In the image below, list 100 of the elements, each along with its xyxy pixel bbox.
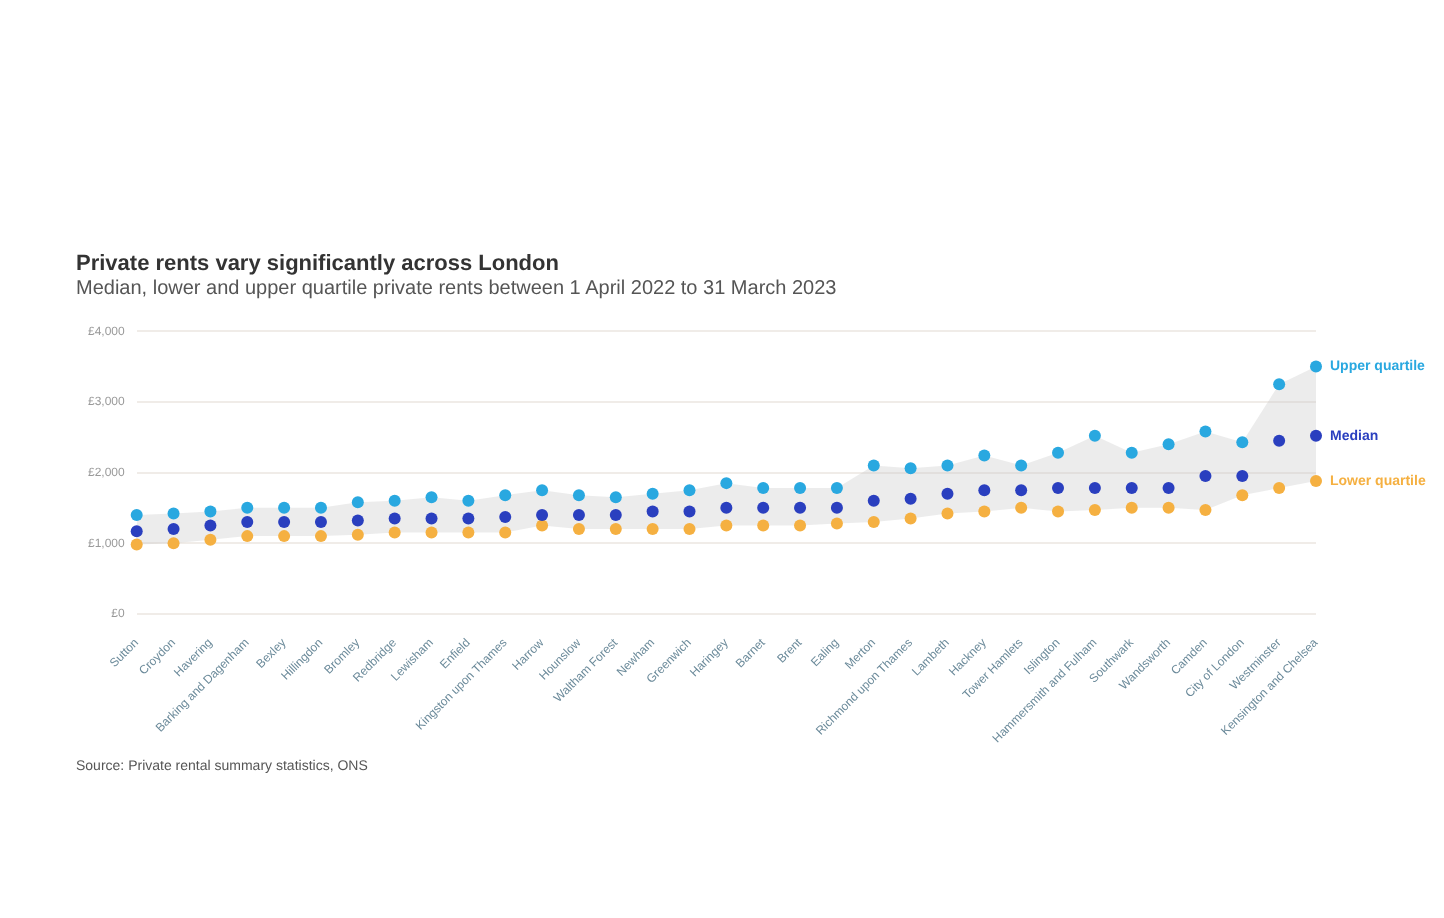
point [646,505,659,518]
point [1162,482,1175,495]
point [1273,378,1286,391]
chart-title: Private rents vary significantly across London [76,252,561,276]
point [536,519,549,532]
point [941,487,954,500]
point [830,517,843,530]
point [536,484,549,497]
point [1273,434,1286,447]
point [1015,459,1028,472]
point [499,511,512,524]
point [351,528,364,541]
point [609,491,622,504]
point [1125,501,1138,514]
point [130,525,143,538]
point [720,477,733,490]
point [462,494,475,507]
point [1199,470,1212,483]
point [941,507,954,520]
point [904,462,917,475]
point [314,530,327,543]
point [646,523,659,536]
point [351,496,364,509]
point [867,494,880,507]
point [278,501,291,514]
point [536,508,549,521]
point [1088,482,1101,495]
point [425,526,438,539]
point [794,501,807,514]
point [499,489,512,502]
point [388,526,401,539]
point [646,487,659,500]
point [978,449,991,462]
point [351,514,364,527]
point [130,538,143,551]
point [1052,505,1065,518]
point [683,523,696,536]
point [1310,360,1322,373]
point [941,459,954,472]
point [1088,503,1101,516]
point [1199,503,1212,516]
point [167,523,180,536]
point [241,501,254,514]
point [867,515,880,528]
point [388,512,401,525]
point [204,519,217,532]
point [794,482,807,495]
point [794,519,807,532]
point [314,501,327,514]
point [1236,489,1249,502]
point [609,508,622,521]
point [572,489,585,502]
point [1125,446,1138,459]
point [1236,470,1249,483]
point [314,515,327,528]
point [904,512,917,525]
point [1310,475,1322,488]
point [720,501,733,514]
point [1236,436,1249,449]
point [462,512,475,525]
point [1088,429,1101,442]
point [683,505,696,518]
point [425,512,438,525]
point [572,508,585,521]
point [1015,501,1028,514]
point [462,526,475,539]
point [388,494,401,507]
point [904,492,917,505]
point [1052,482,1065,495]
chart-subtitle: Median, lower and upper quartile private rents between 1 April 2022 to 31 March 2023 [76,278,839,300]
point [757,519,770,532]
point [241,530,254,543]
point [1162,501,1175,514]
point [867,459,880,472]
point [425,491,438,504]
point [720,519,733,532]
point [1052,446,1065,459]
point [204,505,217,518]
point [683,484,696,497]
point [609,523,622,536]
point [1199,425,1212,438]
point [1310,429,1322,442]
point [1015,484,1028,497]
point [167,537,180,550]
point [978,484,991,497]
point [204,533,217,546]
point [830,482,843,495]
point [978,505,991,518]
point [1162,438,1175,451]
point [1273,482,1286,495]
point [757,482,770,495]
point [572,523,585,536]
point [1125,482,1138,495]
point [241,515,254,528]
point [499,526,512,539]
point [130,508,143,521]
point [278,530,291,543]
point [830,501,843,514]
point [167,507,180,520]
point [278,515,291,528]
